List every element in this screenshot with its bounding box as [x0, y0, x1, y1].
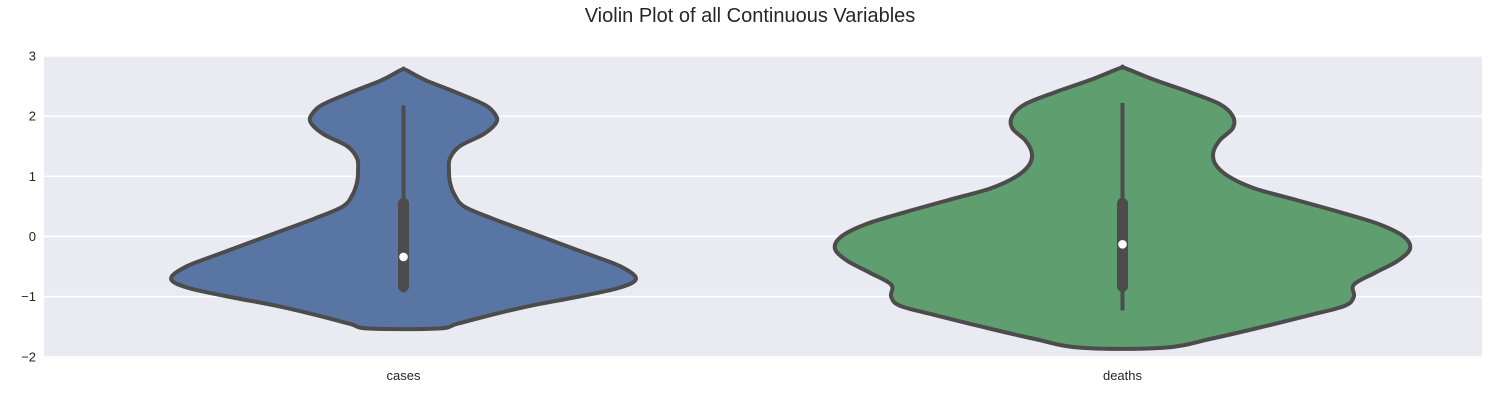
y-tick-label: 2: [29, 109, 36, 124]
y-tick-label: −1: [21, 289, 36, 304]
y-tick-label: −2: [21, 349, 36, 364]
chart-title: Violin Plot of all Continuous Variables: [585, 5, 916, 27]
y-tick-label: 3: [29, 49, 36, 64]
median-marker-deaths: [1118, 239, 1127, 249]
y-axis-ticks: −2 −1 0 1 2 3: [21, 49, 36, 365]
violins: [169, 64, 1413, 351]
y-tick-label: 1: [29, 169, 36, 184]
x-tick-label-deaths: deaths: [1103, 368, 1143, 383]
median-marker-cases: [399, 252, 408, 262]
x-axis-ticks: cases deaths: [387, 368, 1143, 383]
y-tick-label: 0: [29, 229, 36, 244]
x-tick-label-cases: cases: [387, 368, 421, 383]
